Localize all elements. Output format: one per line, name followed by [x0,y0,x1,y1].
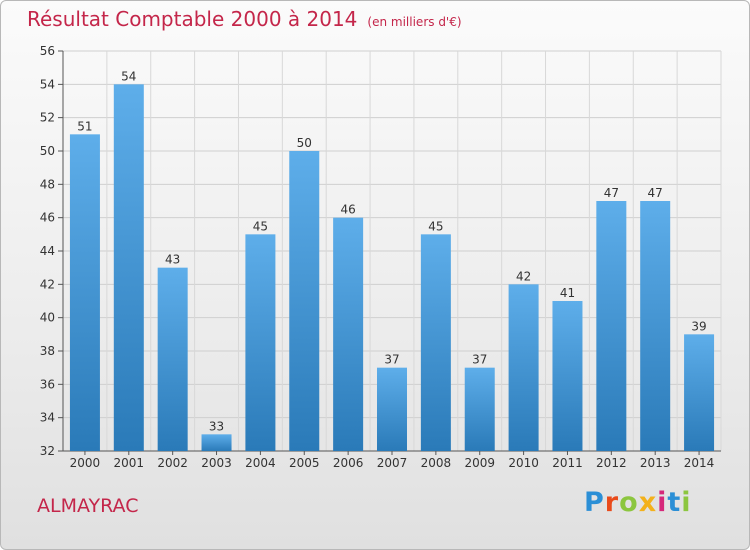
axes: 32 34 36 38 40 42 44 46 48 50 52 54 56 2000 2001 2002 20… [40,44,721,470]
chart-title: Résultat Comptable 2000 à 2014 (en millie… [27,7,462,31]
data-label: 42 [516,269,531,283]
bar-2006 [333,217,364,451]
y-tick-label: 46 [40,211,55,225]
x-tick-label: 2004 [245,456,276,470]
bar-2003 [201,434,232,451]
y-tick-label: 44 [40,244,55,258]
data-label: 39 [691,319,706,333]
y-tick-label: 50 [40,144,55,158]
bars [69,84,715,452]
bar-2008 [420,234,451,451]
x-tick-label: 2005 [289,456,320,470]
data-label: 43 [165,253,180,267]
x-tick-label: 2012 [596,456,627,470]
logo-letter: i [681,487,692,518]
proxiti-logo: Proxiti [584,487,692,518]
x-tick-label: 2006 [333,456,364,470]
x-tick-label: 2013 [640,456,671,470]
bar-2013 [640,201,671,451]
x-tick-label: 2001 [114,456,145,470]
bar-2004 [245,234,276,451]
data-label: 46 [340,203,355,217]
data-label: 45 [428,219,443,233]
data-label: 47 [604,186,619,200]
y-tick-label: 54 [40,77,55,91]
data-label: 37 [472,353,487,367]
logo-letter: P [584,487,605,518]
x-tick-label: 2011 [552,456,583,470]
data-labels: 51 54 43 33 45 50 46 37 45 37 42 41 47 47 39 [77,69,706,433]
bar-2007 [377,367,407,451]
x-tick-label: 2002 [157,456,188,470]
data-label: 50 [297,136,312,150]
x-tick-label: 2008 [421,456,452,470]
bar-2000 [69,134,100,452]
bar-2014 [684,334,715,451]
bar-2002 [157,267,188,451]
bar-2011 [552,301,583,451]
x-tick-label: 2009 [464,456,495,470]
data-label: 54 [121,69,136,83]
y-tick-label: 34 [40,411,55,425]
bar-2012 [596,201,627,451]
x-tick-label: 2010 [508,456,539,470]
y-tick-label: 38 [40,344,55,358]
bar-2009 [464,367,495,451]
logo-letter: x [638,487,658,518]
logo-letter: i [657,487,668,518]
chart-subtitle: (en milliers d'€) [367,15,462,29]
y-tick-label: 56 [40,44,55,58]
logo-letter: r [604,487,620,518]
y-tick-label: 40 [40,311,55,325]
bar-2001 [113,84,144,451]
logo-letter: o [619,487,639,518]
data-label: 37 [384,353,399,367]
commune-name: ALMAYRAC [37,495,139,517]
y-tick-label: 52 [40,111,55,125]
data-label: 47 [648,186,663,200]
y-tick-label: 32 [40,444,55,458]
data-label: 45 [253,219,268,233]
x-tick-label: 2014 [684,456,715,470]
y-tick-label: 36 [40,377,55,391]
x-tick-label: 2003 [201,456,232,470]
y-tick-label: 42 [40,277,55,291]
y-tick-label: 48 [40,177,55,191]
data-label: 33 [209,419,224,433]
x-tick-label: 2000 [70,456,101,470]
bar-2010 [508,284,539,451]
x-tick-label: 2007 [377,456,408,470]
logo-letter: t [667,487,682,518]
data-label: 51 [77,119,92,133]
data-label: 41 [560,286,575,300]
bar-2005 [289,151,320,451]
chart-title-text: Résultat Comptable 2000 à 2014 [27,7,358,31]
